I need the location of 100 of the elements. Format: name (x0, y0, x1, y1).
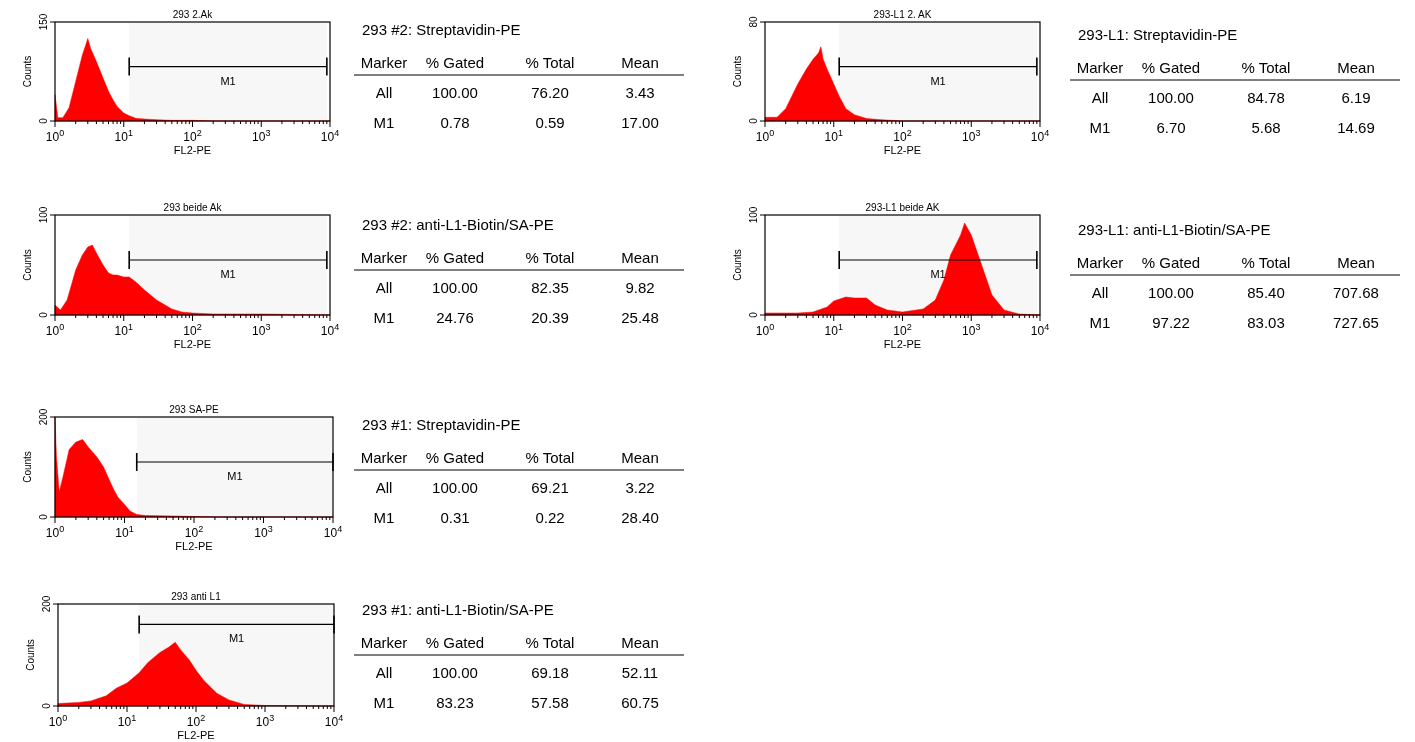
text: 100.00 (432, 279, 478, 296)
text: 293 #1: anti-L1-Biotin/SA-PE (362, 601, 554, 618)
y-axis-title: Counts (732, 249, 743, 281)
text: Mean (621, 249, 659, 266)
text: M1 (373, 509, 395, 526)
text: 100.00 (432, 664, 478, 681)
x-tick-label: 10$^{0}$ (755, 128, 775, 144)
y-tick-label: 150 (38, 13, 49, 31)
text: Mean (621, 449, 659, 466)
y-tick-label: 200 (38, 408, 49, 426)
text: All (375, 84, 393, 101)
text: All (375, 479, 393, 496)
text: 57.58 (531, 694, 569, 711)
chart-title: 293-L1 2. AK (873, 9, 932, 20)
x-axis-title: FL2-PE (173, 144, 212, 156)
text: M1 (1089, 314, 1111, 331)
text: Mean (621, 54, 659, 71)
text: % Gated (425, 249, 485, 266)
x-tick-label: 10$^{4}$ (320, 128, 340, 144)
text: Marker (360, 634, 408, 651)
x-axis-title: FL2-PE (883, 144, 922, 156)
text: 20.39 (531, 309, 569, 326)
x-tick-label: 10$^{4}$ (1030, 128, 1050, 144)
x-tick-label: 10$^{0}$ (48, 713, 68, 729)
text: 69.21 (531, 479, 569, 496)
text: Mean (1337, 254, 1375, 271)
band-label: M1 (930, 268, 946, 280)
text: Marker (360, 449, 408, 466)
text: 293 #2: Streptavidin-PE (362, 21, 521, 38)
text: % Gated (425, 634, 485, 651)
x-tick-label: 10$^{4}$ (320, 322, 340, 338)
x-tick-label: 10$^{2}$ (186, 713, 206, 729)
text: 9.82 (625, 279, 655, 296)
y-axis-title: Counts (22, 249, 33, 281)
y-tick-label: 200 (41, 595, 52, 613)
y-axis-title: Counts (22, 451, 33, 483)
x-tick-label: 10$^{3}$ (252, 322, 271, 338)
x-tick-label: 10$^{4}$ (1030, 322, 1050, 338)
text: 97.22 (1152, 314, 1190, 331)
x-tick-label: 10$^{2}$ (183, 322, 202, 338)
chart-title: 293 anti L1 (171, 591, 222, 602)
text: 0.31 (440, 509, 470, 526)
x-tick-label: 10$^{3}$ (254, 524, 273, 540)
band-label: M1 (227, 470, 243, 482)
band-label: M1 (930, 74, 946, 87)
band-label: M1 (220, 268, 236, 280)
text: 17.00 (621, 114, 659, 131)
text: 60.75 (621, 694, 659, 711)
x-tick-label: 10$^{0}$ (45, 322, 65, 338)
x-tick-label: 10$^{3}$ (255, 713, 275, 729)
x-tick-label: 10$^{0}$ (45, 524, 65, 540)
x-tick-label: 10$^{1}$ (824, 128, 843, 144)
text: % Total (525, 449, 575, 466)
text: 6.70 (1156, 119, 1186, 136)
y-tick-label: 0 (748, 117, 759, 124)
text: 6.19 (1341, 89, 1371, 106)
x-tick-label: 10$^{0}$ (45, 128, 65, 144)
y-tick-label: 0 (38, 513, 49, 520)
y-tick-label: 80 (748, 16, 759, 28)
chart-title: 293-L1 beide AK (865, 202, 940, 213)
y-tick-label: 100 (748, 206, 759, 224)
y-tick-label: 100 (38, 206, 49, 224)
chart-title: 293 beide Ak (163, 202, 223, 213)
x-axis-title: FL2-PE (883, 338, 922, 350)
text: 83.03 (1247, 314, 1285, 331)
text: 52.11 (621, 664, 659, 681)
text: 82.35 (531, 279, 569, 296)
band-label: M1 (220, 74, 236, 87)
text: 25.48 (621, 309, 659, 326)
text: % Gated (1141, 254, 1201, 271)
x-tick-label: 10$^{4}$ (324, 713, 344, 729)
text: 0.59 (535, 114, 565, 131)
x-tick-label: 10$^{1}$ (117, 713, 137, 729)
x-tick-label: 10$^{2}$ (183, 128, 202, 144)
text: 69.18 (531, 664, 569, 681)
text: % Gated (425, 449, 485, 466)
text: 100.00 (432, 479, 478, 496)
text: 293 #1: Streptavidin-PE (362, 416, 521, 433)
text: 14.69 (1337, 119, 1375, 136)
text: 0.22 (535, 509, 565, 526)
y-axis-title: Counts (732, 55, 743, 88)
text: Mean (1337, 59, 1375, 76)
text: 85.40 (1247, 284, 1285, 301)
x-tick-label: 10$^{1}$ (114, 128, 133, 144)
y-tick-label: 0 (748, 311, 759, 318)
text: All (1091, 284, 1109, 301)
x-tick-label: 10$^{3}$ (962, 128, 981, 144)
x-tick-label: 10$^{3}$ (252, 128, 271, 144)
text: 76.20 (531, 84, 569, 101)
chart-title: 293 SA-PE (169, 404, 220, 415)
x-axis-title: FL2-PE (175, 540, 213, 552)
text: % Gated (1141, 59, 1201, 76)
text: 28.40 (621, 509, 659, 526)
text: All (1091, 89, 1109, 106)
text: M1 (373, 114, 395, 131)
text: M1 (373, 309, 395, 326)
text: Marker (360, 54, 408, 71)
text: 293 #2: anti-L1-Biotin/SA-PE (362, 216, 554, 233)
x-tick-label: 10$^{1}$ (824, 322, 843, 338)
y-tick-label: 0 (38, 311, 49, 318)
